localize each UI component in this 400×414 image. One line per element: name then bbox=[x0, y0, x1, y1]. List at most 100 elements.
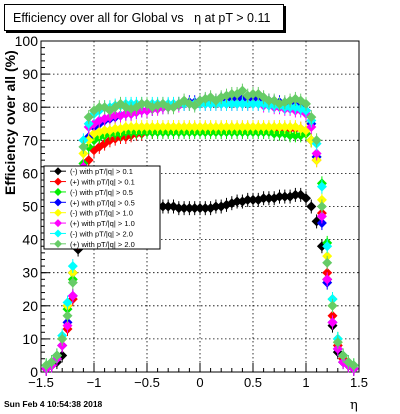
data-point bbox=[253, 98, 264, 109]
legend-label: (-) with pT/|q| > 2.0 bbox=[70, 229, 133, 238]
data-point bbox=[157, 122, 168, 133]
data-point bbox=[322, 257, 333, 268]
data-point bbox=[322, 274, 333, 285]
x-tick-label: 0.5 bbox=[244, 375, 262, 390]
x-axis-label: η bbox=[350, 398, 358, 413]
data-point bbox=[316, 181, 327, 192]
data-point bbox=[163, 201, 174, 212]
data-point bbox=[301, 193, 311, 204]
data-point bbox=[126, 122, 137, 133]
x-tick-label: −0.5 bbox=[134, 375, 160, 390]
data-point bbox=[189, 122, 200, 133]
data-point bbox=[195, 203, 205, 214]
data-point bbox=[94, 102, 105, 113]
x-tick-label: −1 bbox=[87, 375, 102, 390]
data-point bbox=[242, 122, 253, 133]
data-point bbox=[232, 122, 243, 133]
data-point bbox=[142, 122, 152, 133]
data-point bbox=[168, 122, 179, 133]
data-point bbox=[232, 98, 243, 109]
data-point bbox=[216, 122, 227, 133]
x-tick-label: 1 bbox=[302, 375, 309, 390]
y-tick-label: 10 bbox=[22, 331, 38, 347]
data-point bbox=[67, 261, 78, 272]
data-point bbox=[285, 122, 296, 133]
y-tick-label: 50 bbox=[22, 199, 38, 215]
legend-label: (+) with pT/|q| > 2.0 bbox=[70, 240, 135, 249]
legend-label: (-) with pT/|q| > 1.0 bbox=[70, 209, 133, 218]
data-point bbox=[258, 193, 269, 204]
data-point bbox=[279, 122, 290, 133]
y-tick-label: 20 bbox=[22, 298, 38, 314]
data-point bbox=[57, 333, 68, 344]
data-point bbox=[200, 203, 211, 214]
data-point bbox=[253, 122, 264, 133]
data-point bbox=[274, 122, 285, 133]
y-tick-label: 30 bbox=[22, 265, 38, 281]
legend: (-) with pT/|q| > 0.1 (+) with pT/|q| > 0… bbox=[43, 165, 161, 250]
data-point bbox=[263, 95, 274, 106]
data-point bbox=[120, 122, 131, 133]
data-point bbox=[248, 194, 258, 205]
data-point bbox=[163, 122, 174, 133]
data-point bbox=[67, 277, 78, 288]
y-tick-label: 0 bbox=[30, 364, 38, 380]
data-point bbox=[269, 122, 280, 133]
x-tick-label: 0 bbox=[196, 375, 203, 390]
data-point bbox=[327, 317, 338, 328]
data-point bbox=[221, 122, 232, 133]
y-tick-label: 60 bbox=[22, 165, 38, 181]
data-point bbox=[226, 88, 237, 99]
data-point bbox=[263, 122, 274, 133]
data-point bbox=[258, 122, 269, 133]
data-point bbox=[131, 122, 142, 133]
timestamp-footer: Sun Feb 4 10:54:38 2018 bbox=[4, 399, 103, 409]
data-point bbox=[226, 98, 237, 109]
y-tick-label: 90 bbox=[22, 66, 38, 82]
data-point bbox=[62, 320, 73, 331]
data-point bbox=[195, 122, 205, 133]
data-point bbox=[348, 360, 359, 371]
y-tick-label: 80 bbox=[22, 99, 38, 115]
data-point bbox=[332, 337, 343, 348]
legend-marker bbox=[54, 187, 62, 196]
data-point bbox=[184, 203, 195, 214]
data-point bbox=[248, 122, 258, 133]
data-point bbox=[338, 350, 349, 361]
data-point bbox=[327, 300, 338, 311]
legend-marker bbox=[54, 239, 62, 248]
data-point bbox=[242, 98, 253, 109]
data-point bbox=[110, 110, 121, 121]
data-point bbox=[311, 135, 322, 146]
data-point bbox=[184, 122, 195, 133]
chart-title-box: Efficiency over all for Global vs η at p… bbox=[4, 4, 284, 31]
y-axis-label: Efficiency over all (%) bbox=[2, 50, 18, 195]
data-point bbox=[173, 203, 184, 214]
data-point bbox=[242, 194, 253, 205]
axis-ticks bbox=[40, 40, 360, 373]
data-point bbox=[237, 122, 248, 133]
data-point bbox=[263, 193, 274, 204]
data-point bbox=[147, 122, 158, 133]
data-point bbox=[248, 88, 258, 99]
legend-label: (-) with pT/|q| > 0.5 bbox=[70, 188, 133, 197]
data-point bbox=[210, 201, 221, 212]
data-point bbox=[78, 141, 89, 152]
chart-title: Efficiency over all for Global vs η at p… bbox=[13, 11, 271, 25]
data-point bbox=[301, 98, 311, 109]
data-point bbox=[210, 122, 221, 133]
data-point bbox=[279, 191, 290, 202]
legend-box bbox=[43, 165, 161, 250]
data-point bbox=[205, 122, 216, 133]
data-point bbox=[179, 203, 190, 214]
data-point bbox=[83, 135, 94, 146]
data-point bbox=[237, 85, 248, 96]
data-point bbox=[51, 350, 62, 361]
x-tick-label: −1.5 bbox=[28, 375, 54, 390]
legend-label: (-) with pT/|q| > 0.1 bbox=[70, 167, 133, 176]
data-point bbox=[110, 123, 121, 134]
legend-marker bbox=[54, 208, 62, 217]
y-tick-label: 40 bbox=[22, 232, 38, 248]
legend-marker bbox=[54, 229, 62, 238]
